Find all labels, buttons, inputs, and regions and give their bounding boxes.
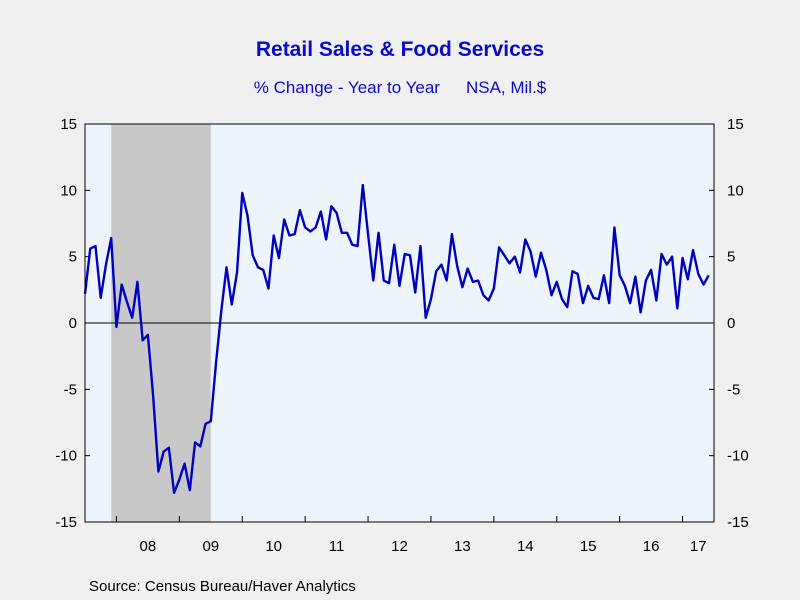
chart-subtitle: % Change - Year to Year NSA, Mil.$ — [0, 78, 800, 98]
x-tick-label: 14 — [517, 538, 534, 555]
y-tick-label-left: 0 — [69, 315, 77, 332]
y-tick-label-right: -15 — [727, 514, 749, 531]
x-tick-label: 17 — [690, 538, 707, 555]
chart-title: Retail Sales & Food Services — [255, 38, 545, 61]
y-tick-label-right: -10 — [727, 448, 749, 465]
y-tick-label-right: 10 — [727, 182, 744, 199]
y-tick-label-right: 5 — [727, 249, 735, 266]
y-tick-label-left: 10 — [60, 182, 77, 199]
x-tick-label: 08 — [140, 538, 157, 555]
plot-frame — [84, 123, 715, 523]
y-tick-label-left: -5 — [64, 381, 77, 398]
x-tick-label: 09 — [202, 538, 219, 555]
y-tick-label-right: 15 — [727, 116, 744, 133]
series-line — [83, 183, 710, 495]
y-tick-label-left: -10 — [55, 448, 77, 465]
y-tick-label-right: 0 — [727, 315, 735, 332]
axis-ticks: 15 15 10 10 5 5 0 0 -5 -5 -10 -10 -15 -15 08 09 10 11 12 13… — [55, 116, 748, 555]
y-tick-label-right: -5 — [727, 381, 740, 398]
subtitle-text: % Change - Year to Year — [253, 78, 440, 97]
y-tick-label-left: 15 — [60, 116, 77, 133]
x-tick-label: 16 — [643, 538, 660, 555]
x-tick-label: 11 — [329, 538, 345, 555]
y-tick-label-left: 5 — [69, 249, 77, 266]
x-tick-label: 13 — [454, 538, 471, 555]
source-note: Source: Census Bureau/Haver Analytics — [89, 578, 356, 595]
x-tick-label: 15 — [580, 538, 597, 555]
x-tick-label: 10 — [265, 538, 282, 555]
units-text: NSA, Mil.$ — [465, 78, 547, 97]
y-tick-label-left: -15 — [55, 514, 77, 531]
x-tick-label: 12 — [391, 538, 408, 555]
